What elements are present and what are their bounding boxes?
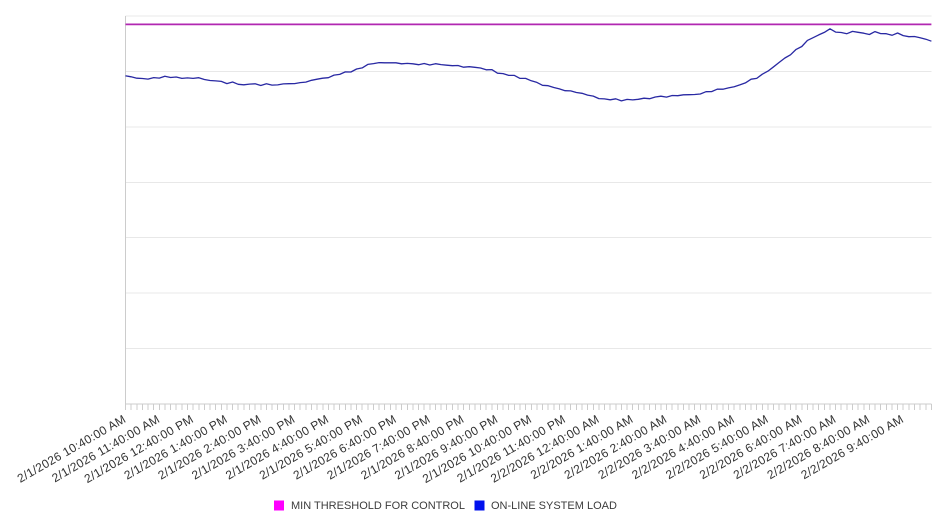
svg-text:ON-LINE SYSTEM LOAD: ON-LINE SYSTEM LOAD <box>491 500 617 512</box>
svg-text:MIN THRESHOLD FOR CONTROL: MIN THRESHOLD FOR CONTROL <box>291 500 465 512</box>
